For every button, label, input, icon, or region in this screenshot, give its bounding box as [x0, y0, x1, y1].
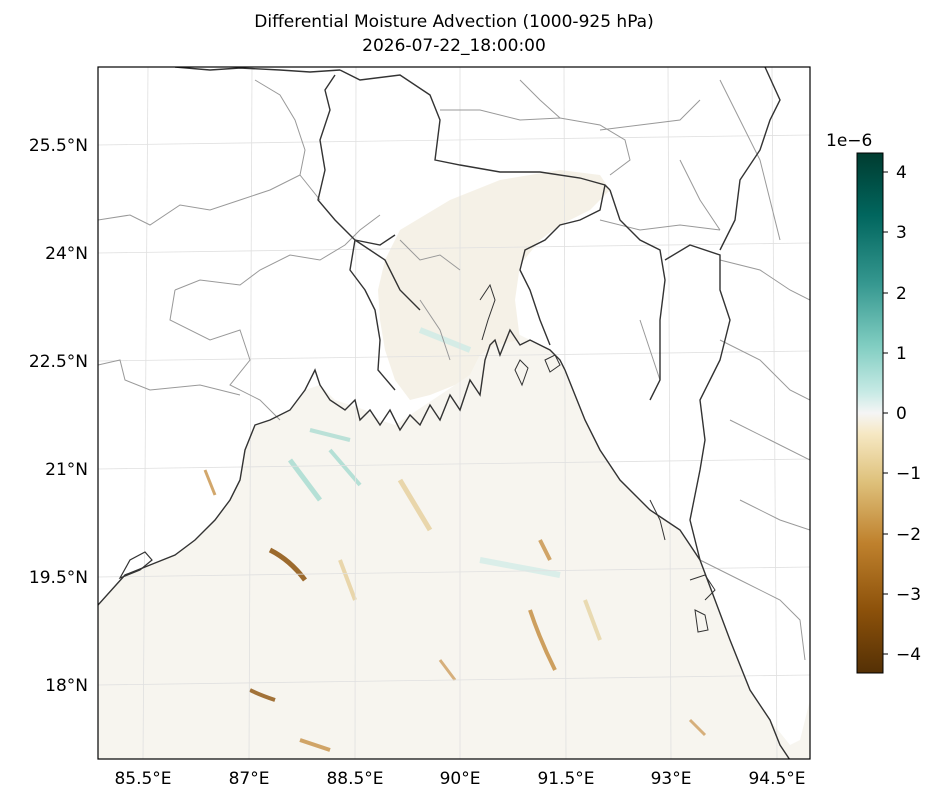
- colorbar-tick-label: 2: [896, 284, 907, 304]
- lat-tick-label: 21°N: [45, 460, 88, 480]
- colorbar: 1e−6 4 3 2 1 0 −1 −2 −3 −4: [826, 131, 921, 674]
- country-borders: [174, 67, 781, 561]
- colorbar-gradient: [856, 152, 884, 674]
- lon-tick-label: 91.5°E: [537, 769, 594, 789]
- anomaly-streaks: [203, 327, 707, 752]
- gridlines: [98, 67, 810, 759]
- chilika-lake: [118, 551, 153, 580]
- colorbar-tick-label: −4: [896, 645, 921, 665]
- colorbar-tick-label: 1: [896, 344, 907, 364]
- map-area: [98, 67, 810, 759]
- colorbar-tick-label: 3: [896, 223, 907, 243]
- lat-tick-label: 18°N: [45, 676, 88, 696]
- delta-islands: [479, 283, 716, 633]
- colorbar-tick-label: −3: [896, 585, 921, 605]
- lon-tick-label: 88.5°E: [326, 769, 383, 789]
- lon-tick-label: 85.5°E: [114, 769, 171, 789]
- bangladesh-field: [378, 170, 610, 400]
- lat-tick-label: 22.5°N: [29, 352, 88, 372]
- lat-tick-label: 25.5°N: [29, 136, 88, 156]
- colorbar-tick-label: −2: [896, 525, 921, 545]
- colorbar-tick-label: 4: [896, 163, 907, 183]
- colorbar-ticks: [883, 171, 888, 655]
- colorbar-tick-label: −1: [896, 464, 921, 484]
- map-frame: [97, 66, 811, 760]
- admin-borders: [98, 79, 810, 661]
- lon-tick-label: 93°E: [651, 769, 692, 789]
- lon-tick-label: 90°E: [440, 769, 481, 789]
- map-subtitle: 2026-07-22_18:00:00: [362, 36, 546, 56]
- colorbar-tick-label: 0: [896, 404, 907, 424]
- land-area: [98, 67, 810, 745]
- colorbar-exponent: 1e−6: [826, 131, 872, 151]
- lat-tick-labels: 25.5°N 24°N 22.5°N 21°N 19.5°N 18°N: [29, 136, 88, 696]
- lon-tick-labels: 85.5°E 87°E 88.5°E 90°E 91.5°E 93°E 94.5…: [114, 769, 805, 789]
- lon-tick-label: 94.5°E: [748, 769, 805, 789]
- lat-tick-label: 24°N: [45, 244, 88, 264]
- map-title: Differential Moisture Advection (1000-92…: [254, 12, 654, 32]
- coastline: [98, 328, 791, 759]
- lat-tick-label: 19.5°N: [29, 568, 88, 588]
- lon-tick-label: 87°E: [229, 769, 270, 789]
